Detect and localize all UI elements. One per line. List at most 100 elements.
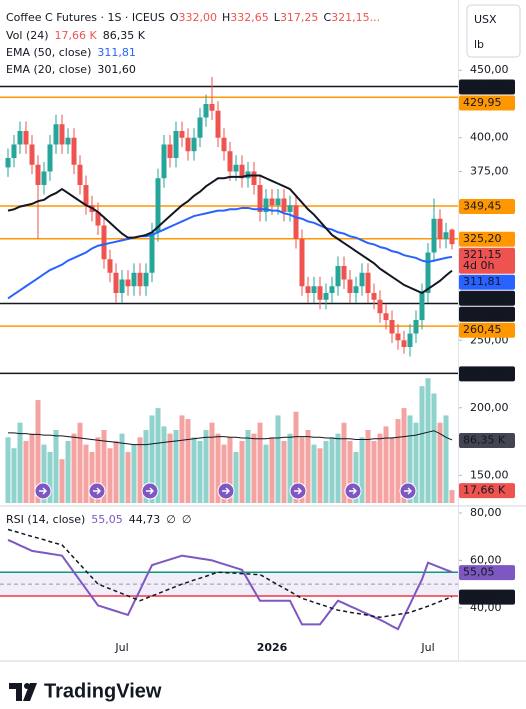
level-label: 437,95 bbox=[463, 80, 502, 93]
volume-bar bbox=[215, 433, 221, 503]
legend-item: 44,73 bbox=[129, 513, 161, 526]
candle-body bbox=[425, 252, 431, 294]
candle-body bbox=[443, 232, 449, 239]
event-icon[interactable] bbox=[34, 482, 52, 500]
volume-box bbox=[459, 483, 515, 499]
volume-bar bbox=[377, 433, 383, 503]
volume-bar bbox=[425, 378, 431, 503]
volume-bar bbox=[131, 444, 137, 503]
volume-bar bbox=[197, 440, 203, 503]
volume-ma-box bbox=[459, 432, 515, 448]
legend-item: Vol (24) bbox=[6, 29, 49, 42]
volume-bar bbox=[221, 444, 227, 503]
candle-body bbox=[41, 171, 47, 185]
volume-bar bbox=[137, 437, 143, 503]
volume-bar bbox=[257, 422, 263, 503]
event-arrow bbox=[39, 487, 47, 495]
event-icon[interactable] bbox=[217, 482, 235, 500]
candle-body bbox=[29, 144, 35, 165]
y-tick-label: 400,00 bbox=[470, 131, 509, 144]
candle-body bbox=[365, 272, 371, 294]
level-box bbox=[459, 231, 515, 247]
candle-body bbox=[77, 164, 83, 185]
candle-body bbox=[251, 171, 257, 185]
rsi-box bbox=[459, 565, 515, 581]
ema-line bbox=[7, 206, 453, 300]
candle-body bbox=[143, 272, 149, 287]
volume-bar bbox=[65, 440, 71, 503]
y-tick-label: 150,00 bbox=[470, 468, 509, 481]
volume-bar bbox=[299, 437, 305, 503]
candle-body bbox=[209, 103, 215, 111]
volume-bar bbox=[449, 490, 455, 503]
unit-box[interactable] bbox=[466, 4, 521, 58]
y-tick-label: 450,00 bbox=[470, 63, 509, 76]
volume-bar bbox=[371, 440, 377, 503]
candle-body bbox=[155, 178, 161, 233]
candle-body bbox=[233, 164, 239, 172]
volume-bar bbox=[41, 444, 47, 503]
y-tick-label: 200,00 bbox=[470, 401, 509, 414]
event-icon[interactable] bbox=[344, 482, 362, 500]
legend-item: ∅ bbox=[166, 513, 176, 526]
volume-bar bbox=[95, 437, 101, 503]
volume-bar bbox=[143, 430, 149, 503]
level-label: 429,95 bbox=[463, 96, 502, 109]
last-price-label: 4d 0h bbox=[463, 259, 494, 272]
legend-item: 86,35 K bbox=[103, 29, 146, 42]
volume-bar bbox=[359, 437, 365, 503]
legend-item: EMA (20, close) bbox=[6, 63, 91, 76]
candle-body bbox=[125, 279, 131, 287]
volume-bar bbox=[83, 444, 89, 503]
candle-body bbox=[83, 184, 89, 206]
rsi-box bbox=[459, 589, 515, 605]
volume-bar bbox=[323, 440, 329, 503]
event-icon[interactable] bbox=[289, 482, 307, 500]
legend: EMA (20, close) 301,60 bbox=[6, 63, 136, 76]
legend-item: 301,60 bbox=[97, 63, 136, 76]
volume-bar bbox=[275, 415, 281, 503]
volume-bar bbox=[263, 444, 269, 503]
legend-item: ∅ bbox=[182, 513, 192, 526]
x-tick-label: 2026 bbox=[257, 641, 288, 654]
candle-body bbox=[353, 286, 359, 294]
volume-bar bbox=[185, 419, 191, 503]
volume-bar bbox=[311, 444, 317, 503]
candle-body bbox=[431, 218, 437, 253]
candle-body bbox=[113, 272, 119, 294]
candle-body bbox=[305, 286, 311, 294]
volume-bar bbox=[23, 440, 29, 503]
volume-bar bbox=[287, 433, 293, 503]
volume-bar bbox=[269, 437, 275, 503]
volume-bar bbox=[35, 400, 41, 503]
event-icon[interactable] bbox=[399, 482, 417, 500]
candle-body bbox=[65, 137, 71, 145]
volume-bar bbox=[341, 422, 347, 503]
overlay: 450,00400,00375,00250,00200,00150,0080,0… bbox=[6, 11, 515, 654]
event-arrow bbox=[404, 487, 412, 495]
candle-body bbox=[269, 198, 275, 206]
legend: Vol (24) 17,66 K 86,35 K bbox=[6, 29, 146, 42]
volume-bar bbox=[203, 430, 209, 503]
candle-body bbox=[47, 144, 53, 172]
volume-bar bbox=[107, 448, 113, 503]
x-tick-label: Jul bbox=[114, 641, 128, 654]
candle-body bbox=[179, 130, 185, 138]
rsi-label: 55,05 bbox=[463, 566, 495, 579]
legend-item: Coffee C Futures · 1S · ICEUS bbox=[6, 11, 165, 24]
legend-item: 321,15... bbox=[331, 11, 380, 24]
volume-bar bbox=[209, 422, 215, 503]
event-icon[interactable] bbox=[88, 482, 106, 500]
legend-item: RSI (14, close) bbox=[6, 513, 85, 526]
candle-body bbox=[71, 137, 77, 165]
event-icon[interactable] bbox=[141, 482, 159, 500]
candle-body bbox=[5, 157, 11, 168]
volume-bar bbox=[347, 440, 353, 503]
candle-body bbox=[383, 313, 389, 321]
volume-bar bbox=[245, 430, 251, 503]
candle-body bbox=[281, 198, 287, 212]
candle-body bbox=[131, 272, 137, 287]
volume-bar bbox=[383, 426, 389, 503]
volume-bar bbox=[431, 393, 437, 503]
